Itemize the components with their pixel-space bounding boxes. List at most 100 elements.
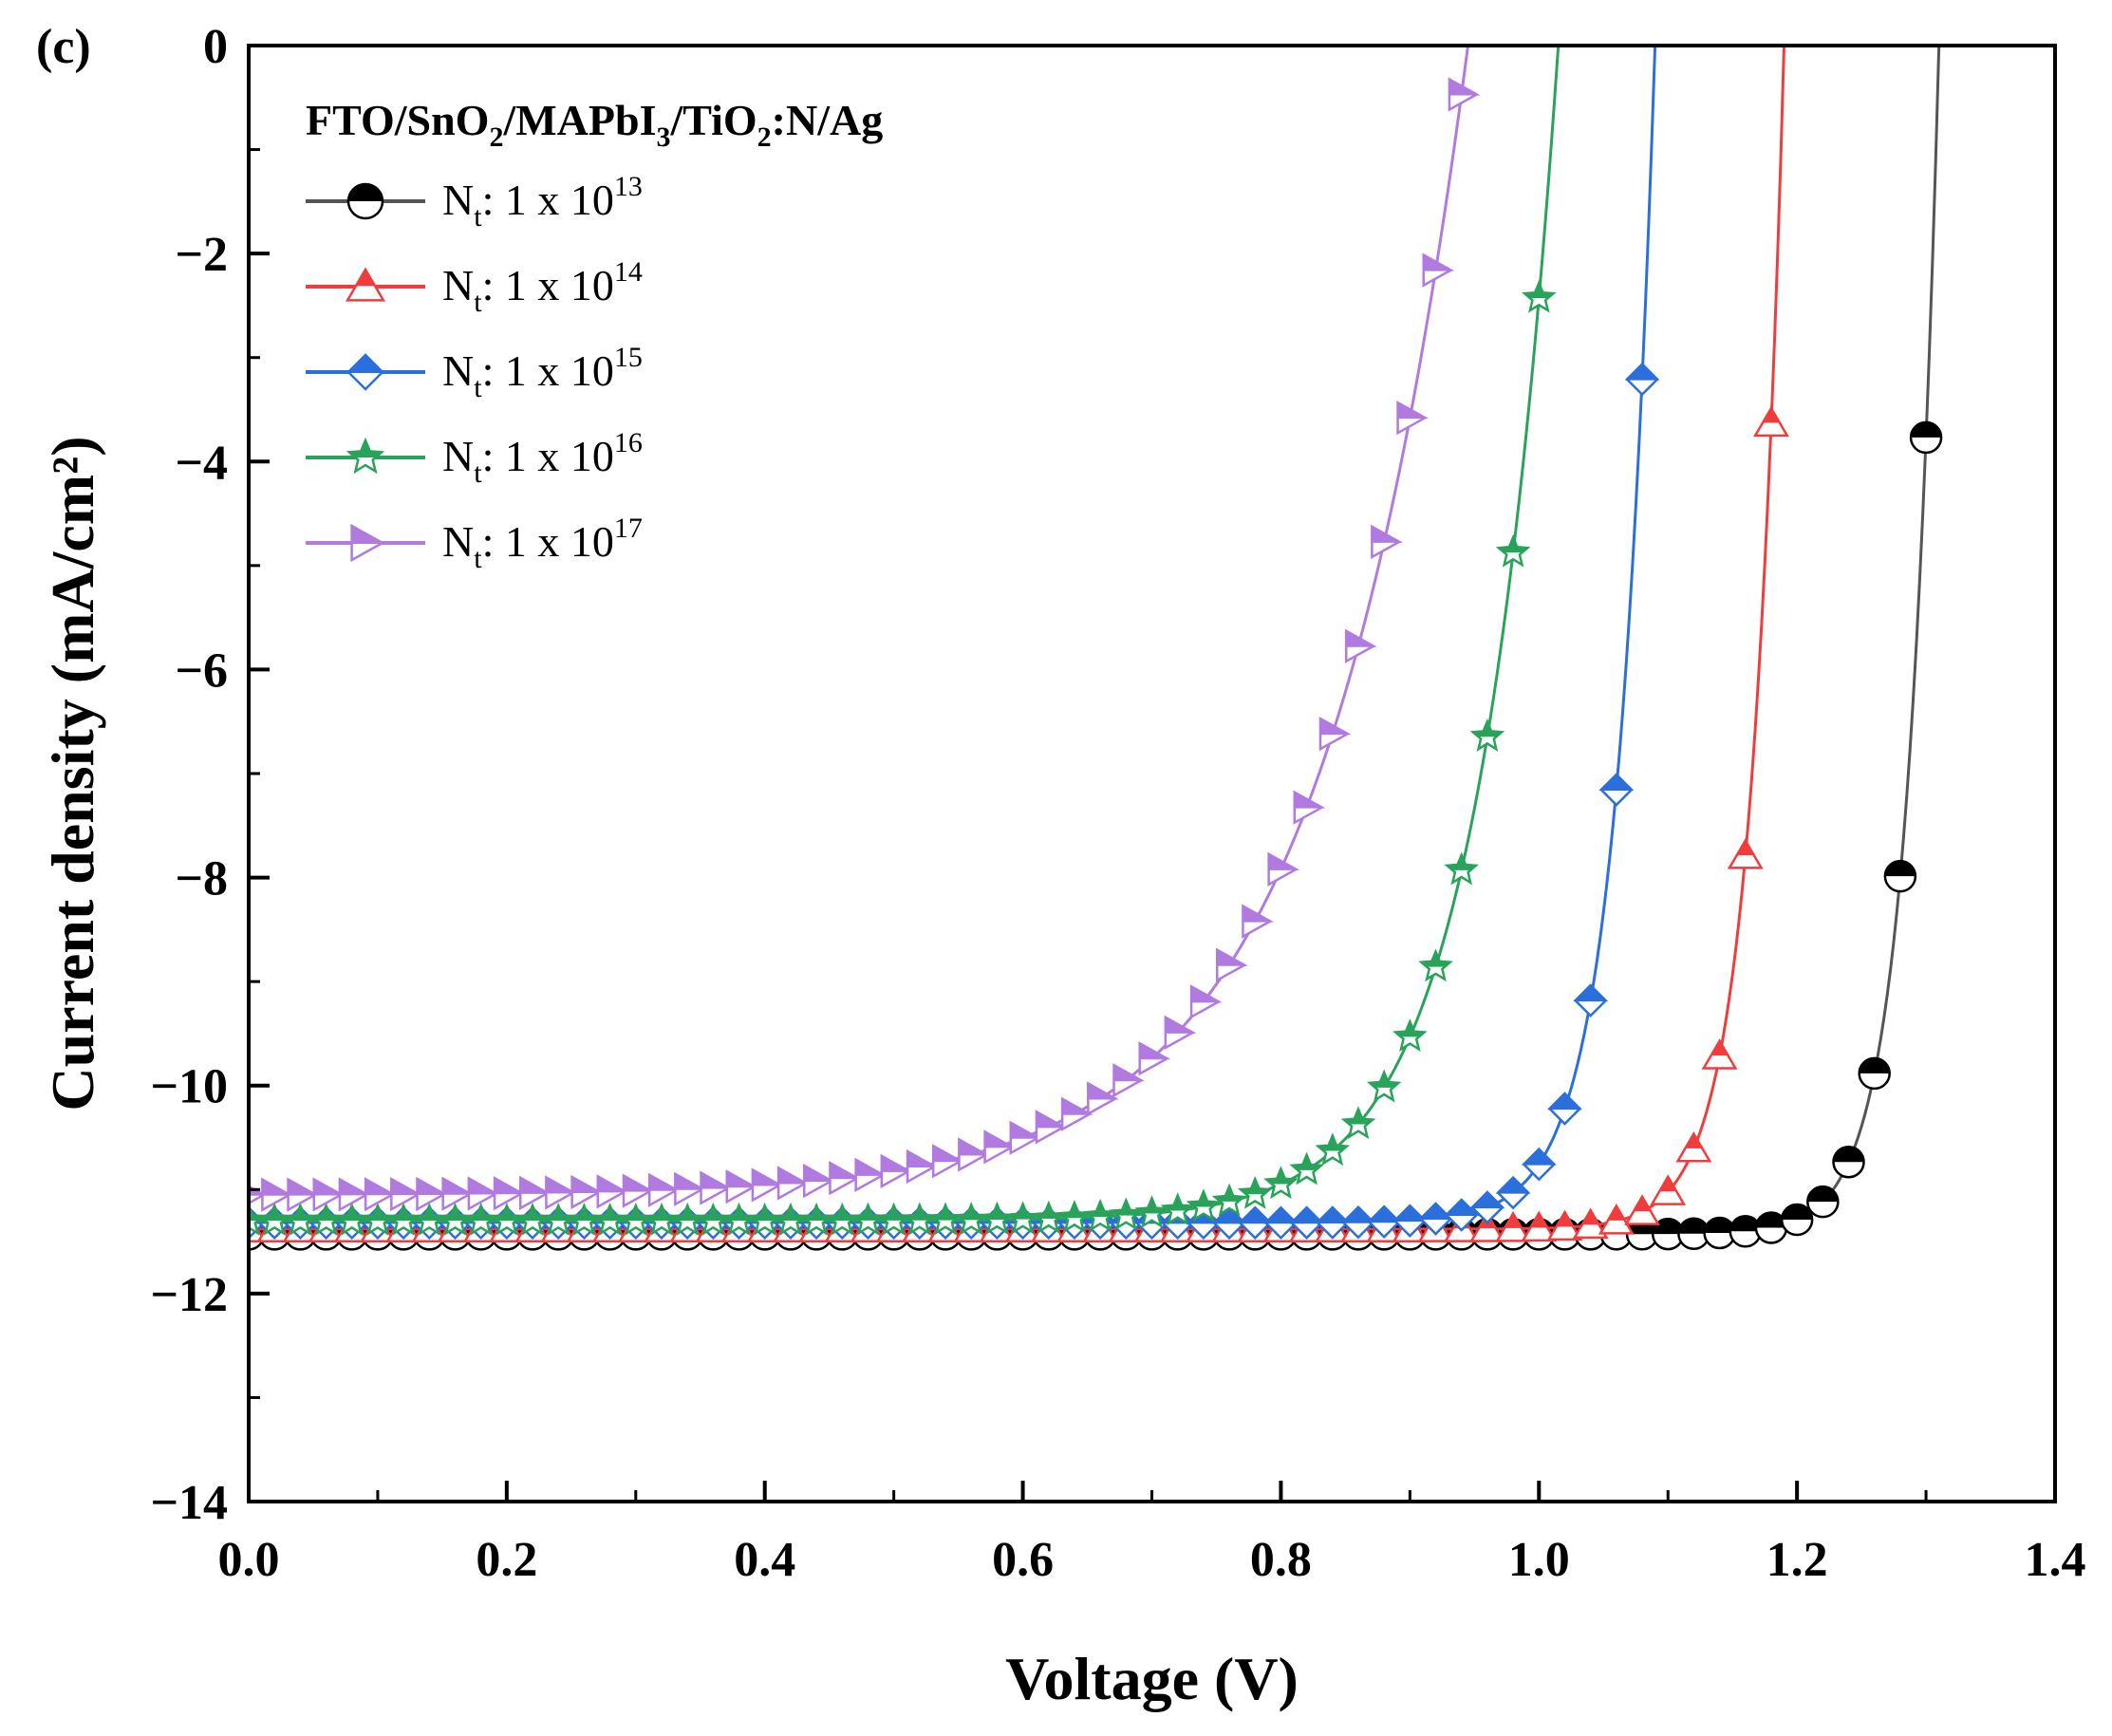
series-4-point-fill xyxy=(494,1176,526,1195)
legend-label-main: N xyxy=(442,346,474,395)
series-0-point-fill xyxy=(1653,1219,1684,1235)
series-4-point-fill xyxy=(312,1177,346,1196)
x-tick-label: 1.2 xyxy=(1766,1533,1828,1587)
legend-label-sup: 15 xyxy=(614,342,643,373)
y-tick-label: −14 xyxy=(150,1476,228,1530)
series-4-point-fill xyxy=(648,1173,681,1191)
series-3-point-fill xyxy=(286,1205,315,1222)
y-tick-label: −2 xyxy=(175,228,228,282)
x-tick-label: 0.6 xyxy=(992,1533,1054,1587)
legend-label-sub: t xyxy=(474,287,482,318)
legend-item-1: Nt: 1 x 1014 xyxy=(306,256,643,318)
series-2-point-fill xyxy=(1211,1205,1247,1224)
series-3-point-fill xyxy=(621,1205,650,1222)
series-4-point-fill xyxy=(390,1177,422,1196)
series-3-point-fill xyxy=(1266,1168,1296,1185)
legend-title-part: FTO/SnO xyxy=(306,96,489,144)
series-3-point-fill xyxy=(1137,1198,1167,1214)
series-3-point-fill xyxy=(570,1205,599,1222)
legend-label-mid: : 1 x 10 xyxy=(482,432,614,480)
series-2-point-fill xyxy=(1289,1205,1325,1224)
series-0-point-fill xyxy=(1884,861,1916,877)
series-3-point-fill xyxy=(1292,1154,1321,1170)
series-1-point-fill xyxy=(1529,1211,1549,1228)
series-3-point-fill xyxy=(1034,1204,1063,1220)
series-3-point-fill xyxy=(1318,1135,1347,1151)
series-4-point-fill xyxy=(958,1137,991,1156)
legend-label-sub: t xyxy=(474,457,482,489)
series-0-point-fill xyxy=(1859,1057,1890,1073)
series-4-point-fill xyxy=(829,1161,862,1180)
series-3-point-fill xyxy=(1343,1109,1374,1125)
series-4-point-fill xyxy=(596,1174,629,1193)
series-3-point-fill xyxy=(1241,1179,1270,1195)
series-2-point-fill xyxy=(1521,1148,1557,1166)
series-1-point-fill xyxy=(1632,1194,1653,1212)
series-0-point-fill xyxy=(1678,1218,1710,1234)
x-tick-label: 0.2 xyxy=(476,1533,537,1587)
series-0-point-fill xyxy=(1704,1218,1735,1234)
series-4-point-fill xyxy=(416,1177,449,1195)
series-2-point-fill xyxy=(1366,1204,1402,1223)
y-tick-label: −10 xyxy=(150,1060,228,1114)
series-1-point-fill xyxy=(1735,838,1755,856)
axes: 0.0 0.2 0.4 0.6 0.8 1.0 1.2 1.4 0 −2 −4 −6 −8 −10 −12 −… xyxy=(150,20,2085,1587)
legend-marker-fill xyxy=(348,440,383,457)
series-1-point-fill xyxy=(1555,1210,1575,1227)
series-3-point-fill xyxy=(801,1205,832,1222)
series-3-point-fill xyxy=(1059,1203,1090,1219)
legend-label-sup: 16 xyxy=(614,427,643,458)
series-3-point-fill xyxy=(440,1205,470,1222)
series-4-point-fill xyxy=(364,1177,397,1196)
legend-label-sub: t xyxy=(474,201,482,233)
series-3-point-fill xyxy=(1447,854,1476,870)
legend-label-sub: t xyxy=(474,543,482,574)
series-3-point-fill xyxy=(1163,1195,1192,1211)
series-2-point-fill xyxy=(1340,1205,1376,1223)
legend-label-sub: t xyxy=(474,372,482,403)
series-3-point-fill xyxy=(1524,283,1554,299)
legend-title-part: 2 xyxy=(757,121,772,153)
legend-marker-fill xyxy=(348,184,383,201)
series-3-point-fill xyxy=(1214,1185,1244,1202)
series-2-point-fill xyxy=(1418,1202,1453,1221)
series-3-point-fill xyxy=(672,1205,702,1222)
series-4-point-fill xyxy=(751,1167,784,1186)
series-4-point-fill xyxy=(1422,252,1455,271)
series-2-point-fill xyxy=(1598,773,1635,792)
series-4-point-fill xyxy=(1371,525,1404,543)
legend-title-part: :N/Ag xyxy=(772,96,884,144)
series-4-point-fill xyxy=(545,1175,578,1194)
series-1-point-fill xyxy=(1761,406,1782,423)
series-3-point-fill xyxy=(1498,537,1528,553)
series-4-point-fill xyxy=(983,1129,1017,1148)
legend-label-mid: : 1 x 10 xyxy=(482,176,614,224)
series-3-point-fill xyxy=(544,1205,573,1222)
series-3-point-fill xyxy=(1421,951,1450,967)
series-4-point-fill xyxy=(803,1164,835,1183)
series-0-point-fill xyxy=(1911,421,1942,438)
series-4-point-fill xyxy=(700,1170,733,1189)
series-4-point-fill xyxy=(519,1176,551,1194)
series-4-point-fill xyxy=(1448,77,1481,96)
series-3-point-fill xyxy=(905,1204,934,1221)
legend-title-part: /TiO xyxy=(669,96,757,144)
series-3-point-fill xyxy=(1472,721,1503,737)
series-0-point-fill xyxy=(1729,1216,1761,1232)
series-3-point-fill xyxy=(1008,1204,1037,1220)
series-3-point-fill xyxy=(260,1205,290,1222)
series-4-point-fill xyxy=(1035,1110,1068,1129)
series-0-point-fill xyxy=(1833,1147,1864,1163)
series-2-point-fill xyxy=(1315,1205,1351,1224)
series-4-point-fill xyxy=(1009,1121,1042,1139)
legend-label: Nt: 1 x 1015 xyxy=(442,342,643,403)
series-4-point-fill xyxy=(467,1176,500,1195)
series-3-point-fill xyxy=(466,1205,495,1222)
series-3-point-fill xyxy=(363,1205,393,1222)
series-4-point-fill xyxy=(1061,1097,1093,1115)
series-2-point-fill xyxy=(1469,1190,1505,1209)
legend-item-2: Nt: 1 x 1015 xyxy=(306,342,643,403)
series-4-point-fill xyxy=(261,1178,294,1196)
